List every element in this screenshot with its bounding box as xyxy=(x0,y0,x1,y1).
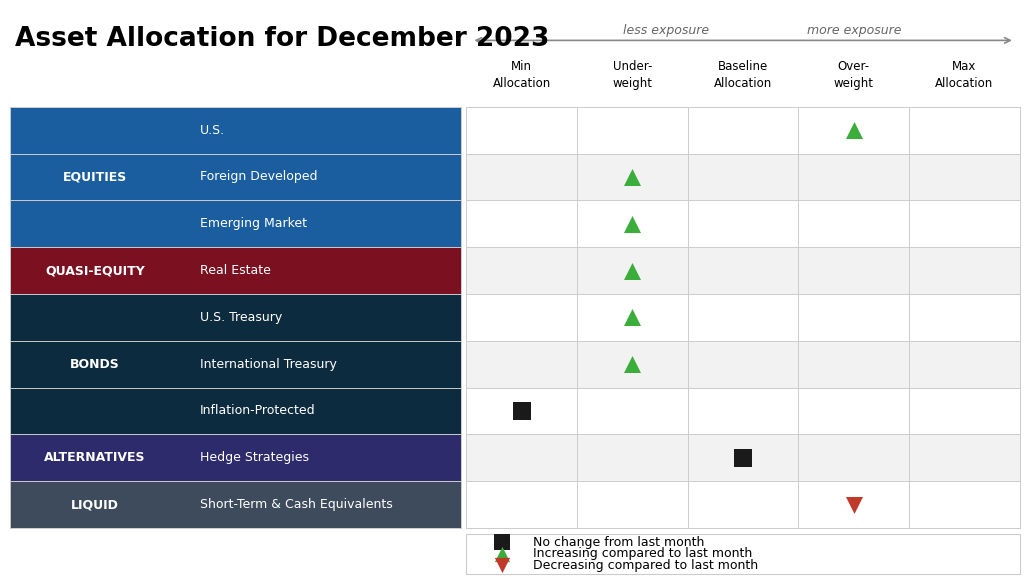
Text: Real Estate: Real Estate xyxy=(200,264,271,277)
Point xyxy=(624,313,641,322)
Bar xyxy=(10,153,461,200)
Bar xyxy=(10,481,461,528)
Text: Max
Allocation: Max Allocation xyxy=(936,60,993,90)
Bar xyxy=(466,107,1020,528)
Bar xyxy=(466,341,1020,388)
Point xyxy=(494,549,510,559)
Bar xyxy=(10,107,461,153)
Bar xyxy=(10,341,461,388)
Text: International Treasury: International Treasury xyxy=(200,358,337,370)
Text: Emerging Market: Emerging Market xyxy=(200,218,306,230)
Bar xyxy=(466,534,1020,574)
Text: EQUITIES: EQUITIES xyxy=(63,170,127,183)
Point xyxy=(624,359,641,369)
Point xyxy=(735,453,751,462)
Text: Decreasing compared to last month: Decreasing compared to last month xyxy=(533,559,758,572)
Bar xyxy=(10,107,461,528)
Point xyxy=(624,266,641,275)
Text: U.S. Treasury: U.S. Treasury xyxy=(200,311,282,324)
Text: Hedge Strategies: Hedge Strategies xyxy=(200,451,309,464)
Bar xyxy=(10,434,461,481)
Text: Increasing compared to last month: Increasing compared to last month xyxy=(533,548,752,560)
Text: U.S.: U.S. xyxy=(200,123,226,137)
Text: No change from last month: No change from last month xyxy=(533,536,704,549)
Point xyxy=(624,219,641,228)
Point xyxy=(514,406,530,415)
Text: Baseline
Allocation: Baseline Allocation xyxy=(714,60,772,90)
Text: ALTERNATIVES: ALTERNATIVES xyxy=(44,451,146,464)
Text: more exposure: more exposure xyxy=(807,24,901,37)
Point xyxy=(494,561,510,570)
Text: Asset Allocation for December 2023: Asset Allocation for December 2023 xyxy=(15,26,549,52)
Bar xyxy=(466,153,1020,200)
Bar xyxy=(10,294,461,341)
Text: QUASI-EQUITY: QUASI-EQUITY xyxy=(45,264,145,277)
Text: Short-Term & Cash Equivalents: Short-Term & Cash Equivalents xyxy=(200,498,393,511)
Bar xyxy=(466,107,1020,153)
Text: Min
Allocation: Min Allocation xyxy=(493,60,550,90)
Bar xyxy=(466,247,1020,294)
Bar xyxy=(466,294,1020,341)
Text: LIQUID: LIQUID xyxy=(71,498,119,511)
Bar xyxy=(466,388,1020,434)
Point xyxy=(846,500,862,509)
Bar xyxy=(466,434,1020,481)
Point xyxy=(624,173,641,182)
Text: Under-
weight: Under- weight xyxy=(612,60,653,90)
Text: less exposure: less exposure xyxy=(622,24,708,37)
Text: Inflation-Protected: Inflation-Protected xyxy=(200,404,316,417)
Point xyxy=(846,126,862,135)
Text: Over-
weight: Over- weight xyxy=(833,60,874,90)
Bar xyxy=(10,247,461,294)
Point xyxy=(494,538,510,547)
Bar xyxy=(466,481,1020,528)
Bar xyxy=(10,200,461,247)
Text: Foreign Developed: Foreign Developed xyxy=(200,170,318,183)
Bar xyxy=(10,388,461,434)
Text: BONDS: BONDS xyxy=(70,358,120,370)
Bar xyxy=(466,200,1020,247)
